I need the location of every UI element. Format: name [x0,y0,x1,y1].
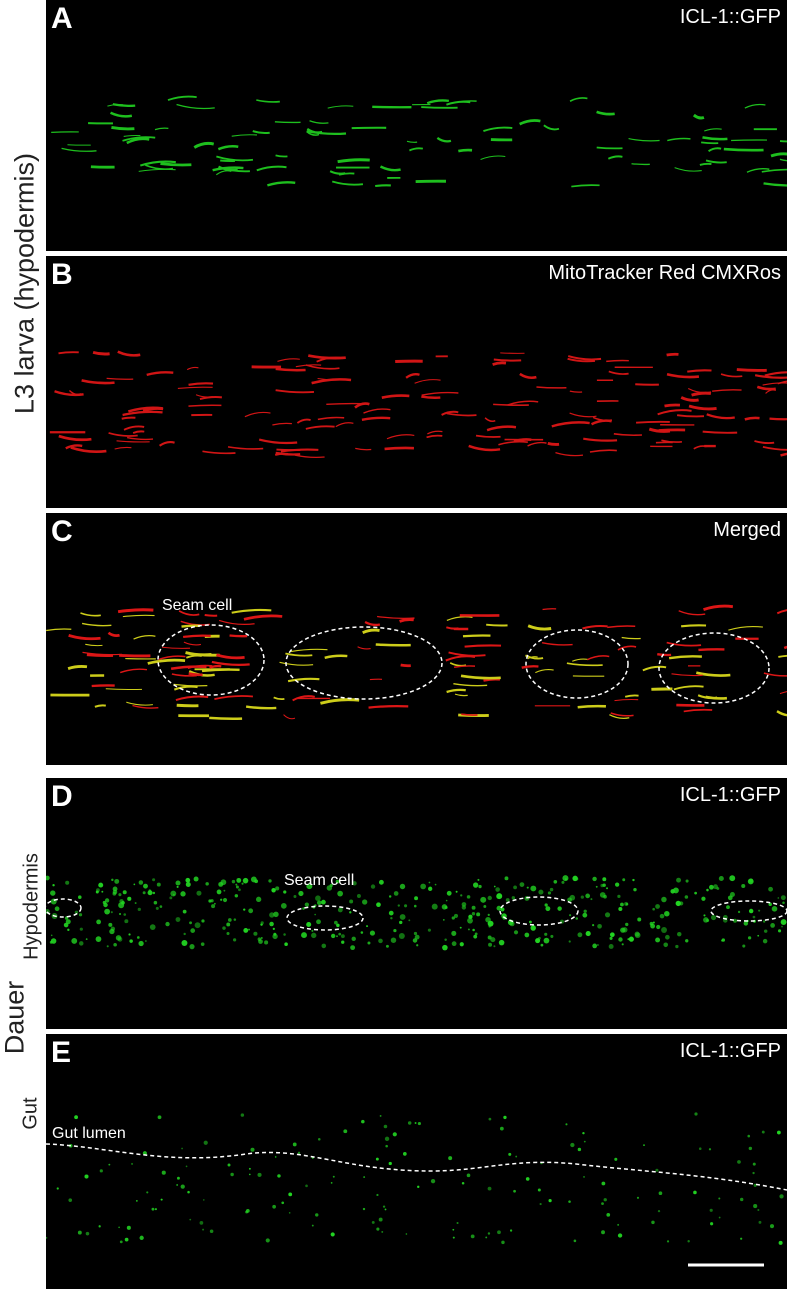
seam-cell-outline [46,898,82,918]
panel-b: B MitoTracker Red CMXRos [46,256,787,508]
dauer-label: Dauer [0,980,30,1055]
panel-d-image [46,875,787,951]
seam-cell-label: Seam cell [162,597,233,614]
panel-d-channel-label: ICL-1::GFP [679,784,781,806]
panel-a-image [51,95,787,188]
seam-cell-outline [499,896,579,926]
panel-c: C Merged Seam cell [46,513,787,765]
panel-c-image [46,604,787,721]
panel-e-image [46,1112,787,1267]
panel-a-letter: A [51,2,73,35]
panel-c-letter: C [51,515,73,548]
hypodermis-label: Hypodermis [20,853,43,960]
panel-b-channel-label: MitoTracker Red CMXRos [548,262,781,284]
seam-cell-label: Seam cell [284,872,355,889]
panel-a: A ICL-1::GFP [46,0,787,251]
panel-b-image [49,350,787,459]
gut-label: Gut [19,1097,42,1130]
l3-larva-label: L3 larva (hypodermis) [9,152,40,415]
gut-lumen-outline [46,1143,787,1191]
seam-cell-outline [710,900,787,922]
panel-a-channel-label: ICL-1::GFP [679,6,781,28]
seam-cell-outline [525,629,629,699]
panel-e-channel-label: ICL-1::GFP [679,1040,781,1062]
seam-cell-outline [286,905,364,931]
panel-e-letter: E [51,1036,72,1069]
panel-c-channel-label: Merged [713,519,781,541]
gut-lumen-label: Gut lumen [52,1125,126,1142]
seam-cell-outline [285,626,443,700]
panel-e: E ICL-1::GFP Gut lumen [46,1034,787,1289]
panel-d: D ICL-1::GFP Seam cell [46,778,787,1029]
seam-cell-outline [658,632,770,704]
panel-d-letter: D [51,780,73,813]
panel-b-letter: B [51,258,73,291]
seam-cell-outline [157,624,265,696]
